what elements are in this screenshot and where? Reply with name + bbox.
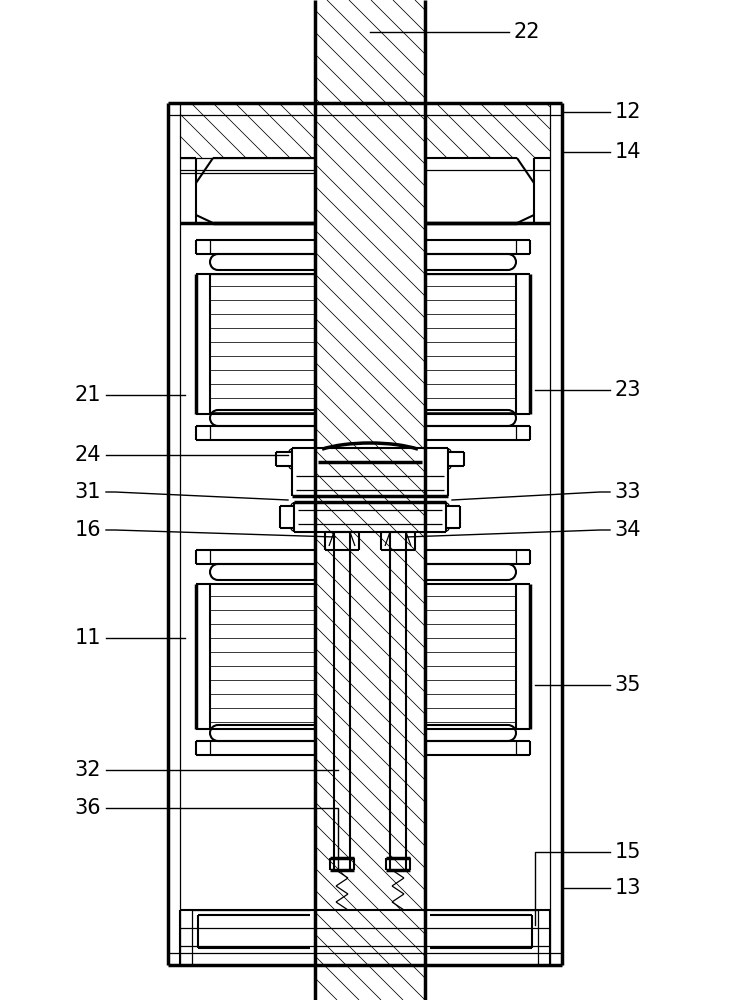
Text: 35: 35 xyxy=(615,675,641,695)
Text: 36: 36 xyxy=(75,798,101,818)
Text: 24: 24 xyxy=(75,445,101,465)
Text: 32: 32 xyxy=(75,760,101,780)
Text: 33: 33 xyxy=(615,482,641,502)
Text: 22: 22 xyxy=(514,22,540,42)
Text: 23: 23 xyxy=(615,380,641,400)
Text: 11: 11 xyxy=(75,628,101,648)
Text: 21: 21 xyxy=(75,385,101,405)
Text: 16: 16 xyxy=(75,520,101,540)
Text: 13: 13 xyxy=(615,878,641,898)
Text: 34: 34 xyxy=(615,520,641,540)
Text: 14: 14 xyxy=(615,142,641,162)
Text: 15: 15 xyxy=(615,842,641,862)
Text: 31: 31 xyxy=(75,482,101,502)
Text: 12: 12 xyxy=(615,102,641,122)
